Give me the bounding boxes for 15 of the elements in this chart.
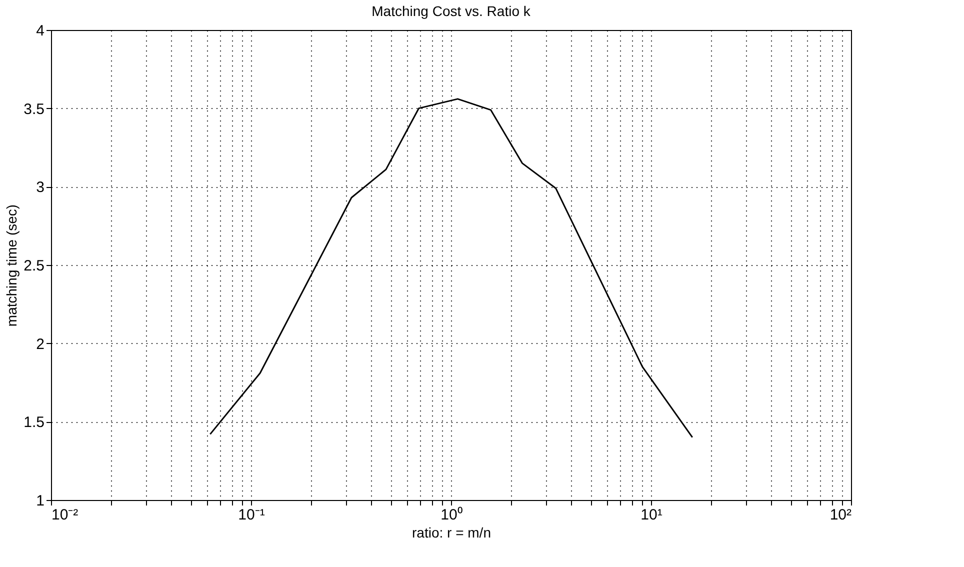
x-tick-label: 10⁰ [440,506,462,524]
y-tick-label: 3 [36,179,44,196]
chart-title: Matching Cost vs. Ratio k [372,3,532,19]
y-tick-label: 1 [36,492,44,510]
x-tick-label: 10² [830,506,852,524]
x-tick-label: 10¹ [640,506,662,524]
y-tick-label: 2 [36,336,44,353]
y-tick-label: 3.5 [24,100,44,118]
x-axis-title: ratio: r = m/n [412,524,491,540]
y-tick-label: 2.5 [24,258,44,274]
y-tick-label: 4 [36,22,44,40]
y-tick-label: 1.5 [24,414,44,432]
x-tick-label: 10⁻² [52,506,78,524]
x-tick-label: 10⁻¹ [238,506,265,524]
y-axis-title: matching time (sec) [4,204,20,327]
